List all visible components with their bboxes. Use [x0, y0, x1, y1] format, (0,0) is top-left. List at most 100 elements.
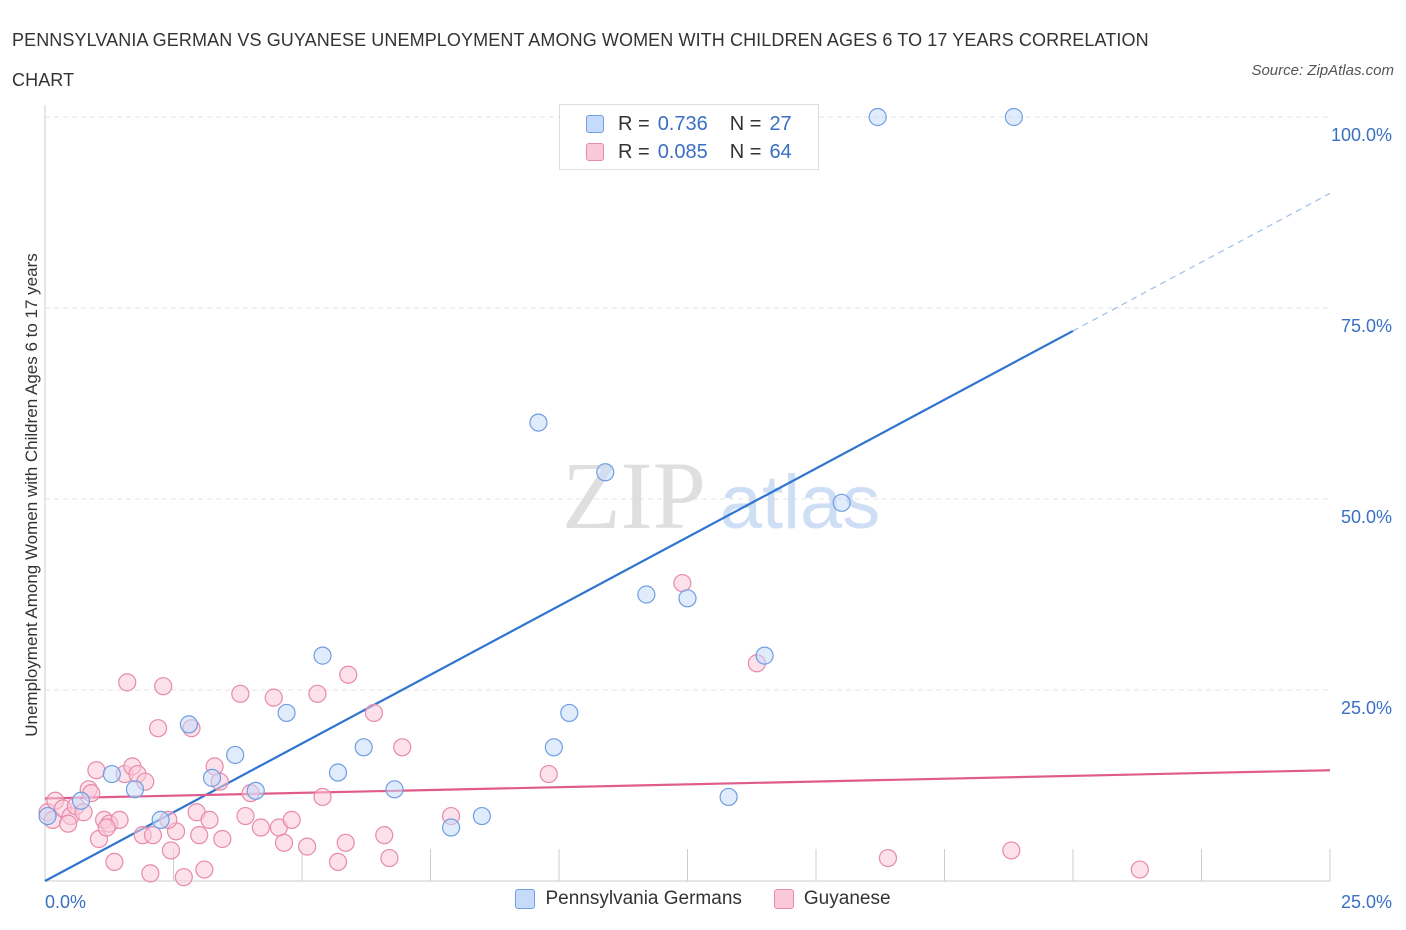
stats-row-pennsylvania-germans: R = 0.736 N = 27	[586, 111, 792, 137]
point-guyanese-24	[154, 677, 173, 696]
point-pennsylvania-germans-16	[529, 413, 548, 432]
legend-item-guyanese[interactable]: Guyanese	[773, 888, 891, 910]
point-pennsylvania-germans-0	[38, 806, 57, 826]
point-guyanese-16	[118, 673, 137, 692]
legend-swatch-pennsylvania-germans	[515, 889, 536, 909]
point-pennsylvania-germans-22	[719, 787, 738, 807]
point-guyanese-59	[1002, 841, 1021, 860]
point-pennsylvania-germans-15	[472, 806, 491, 826]
point-pennsylvania-germans-9	[277, 703, 296, 723]
watermark-atlas: atlas	[720, 460, 881, 545]
point-guyanese-42	[274, 833, 294, 852]
point-pennsylvania-germans-23	[755, 646, 774, 665]
y-tick-label: 100.0%	[1331, 125, 1392, 145]
point-pennsylvania-germans-6	[202, 768, 222, 787]
point-pennsylvania-germans-1	[71, 791, 91, 810]
trend-lines	[44, 192, 1331, 882]
point-guyanese-45	[308, 684, 327, 703]
point-guyanese-55	[539, 764, 558, 784]
y-tick-label: 25.0%	[1341, 698, 1392, 718]
watermark: ZIP atlas	[562, 442, 880, 549]
point-guyanese-27	[174, 868, 193, 887]
legend-swatch-guyanese	[773, 889, 794, 909]
point-guyanese-32	[200, 810, 219, 829]
point-pennsylvania-germans-17	[544, 738, 563, 757]
point-pennsylvania-germans-7	[226, 745, 245, 765]
series-legend: Pennsylvania Germans Guyanese	[0, 888, 1406, 910]
point-guyanese-46	[313, 787, 332, 807]
trend-line-1	[44, 769, 1331, 800]
stats-legend: R = 0.736 N = 27 R = 0.085 N = 64	[559, 104, 819, 170]
point-guyanese-56	[673, 573, 692, 593]
point-pennsylvania-germans-11	[328, 763, 348, 782]
n-label: N =	[729, 140, 762, 163]
r-value: 0.085	[657, 140, 708, 163]
point-pennsylvania-germans-18	[560, 703, 579, 723]
point-pennsylvania-germans-20	[637, 585, 656, 604]
point-guyanese-61	[59, 814, 78, 833]
point-pennsylvania-germans-12	[354, 738, 373, 757]
point-guyanese-13	[105, 852, 124, 872]
point-guyanese-39	[251, 818, 270, 837]
point-pennsylvania-germans-5	[179, 715, 199, 734]
point-guyanese-9	[87, 761, 106, 780]
legend-label-pennsylvania-germans: Pennsylvania Germans	[545, 888, 742, 909]
axes	[44, 105, 1331, 882]
point-pennsylvania-germans-2	[102, 764, 121, 784]
n-label: N =	[729, 112, 762, 135]
point-guyanese-62	[97, 818, 116, 837]
point-guyanese-43	[282, 810, 301, 829]
r-label: R =	[618, 140, 650, 163]
point-guyanese-44	[298, 837, 317, 856]
point-pennsylvania-germans-19	[596, 463, 615, 482]
source-credit: Source: ZipAtlas.com	[1251, 62, 1394, 79]
legend-item-pennsylvania-germans[interactable]: Pennsylvania Germans	[515, 888, 742, 910]
legend-label-guyanese: Guyanese	[803, 888, 891, 909]
point-guyanese-25	[161, 841, 181, 860]
point-pennsylvania-germans-14	[441, 818, 461, 837]
point-guyanese-53	[393, 738, 412, 757]
point-guyanese-52	[380, 848, 399, 868]
stats-swatch-guyanese	[586, 143, 604, 161]
point-pennsylvania-germans-25	[868, 107, 887, 127]
point-pennsylvania-germans-13	[385, 780, 404, 799]
point-guyanese-50	[364, 703, 384, 723]
point-guyanese-49	[339, 665, 358, 684]
point-pennsylvania-germans-26	[1004, 107, 1023, 127]
point-guyanese-21	[141, 864, 160, 883]
point-pennsylvania-germans-4	[151, 810, 170, 829]
watermark-zip: ZIP	[562, 442, 706, 549]
r-value: 0.736	[657, 112, 708, 135]
point-guyanese-30	[190, 826, 209, 845]
n-value: 64	[769, 140, 792, 163]
point-guyanese-35	[213, 829, 232, 849]
point-pennsylvania-germans-21	[678, 589, 697, 608]
chart-title: PENNSYLVANIA GERMAN VS GUYANESE UNEMPLOY…	[12, 30, 1149, 90]
point-guyanese-22	[143, 826, 163, 845]
point-guyanese-47	[328, 852, 348, 872]
point-pennsylvania-germans-3	[125, 780, 145, 799]
trend-line-0	[44, 329, 1074, 882]
point-pennsylvania-germans-24	[832, 493, 851, 512]
point-guyanese-36	[231, 684, 250, 703]
stats-swatch-pennsylvania-germans	[586, 115, 604, 133]
x-tick-label: 0.0%	[45, 892, 86, 912]
point-guyanese-51	[375, 826, 394, 845]
tick-labels: 25.0% 50.0% 75.0% 100.0% 0.0% 25.0%	[45, 125, 1392, 912]
n-value: 27	[769, 112, 792, 135]
point-guyanese-48	[336, 833, 355, 852]
point-guyanese-40	[264, 688, 283, 707]
r-label: R =	[618, 112, 650, 135]
stats-row-guyanese: R = 0.085 N = 64	[586, 139, 792, 165]
y-tick-label: 75.0%	[1341, 316, 1392, 336]
point-guyanese-58	[878, 848, 898, 868]
trend-extension-0	[1072, 192, 1331, 332]
point-guyanese-31	[195, 860, 214, 879]
point-guyanese-23	[148, 719, 168, 738]
point-guyanese-60	[1130, 860, 1149, 879]
y-tick-label: 50.0%	[1341, 507, 1392, 527]
point-guyanese-37	[236, 806, 255, 826]
x-tick-label: 25.0%	[1341, 892, 1392, 912]
point-pennsylvania-germans-8	[246, 781, 265, 800]
